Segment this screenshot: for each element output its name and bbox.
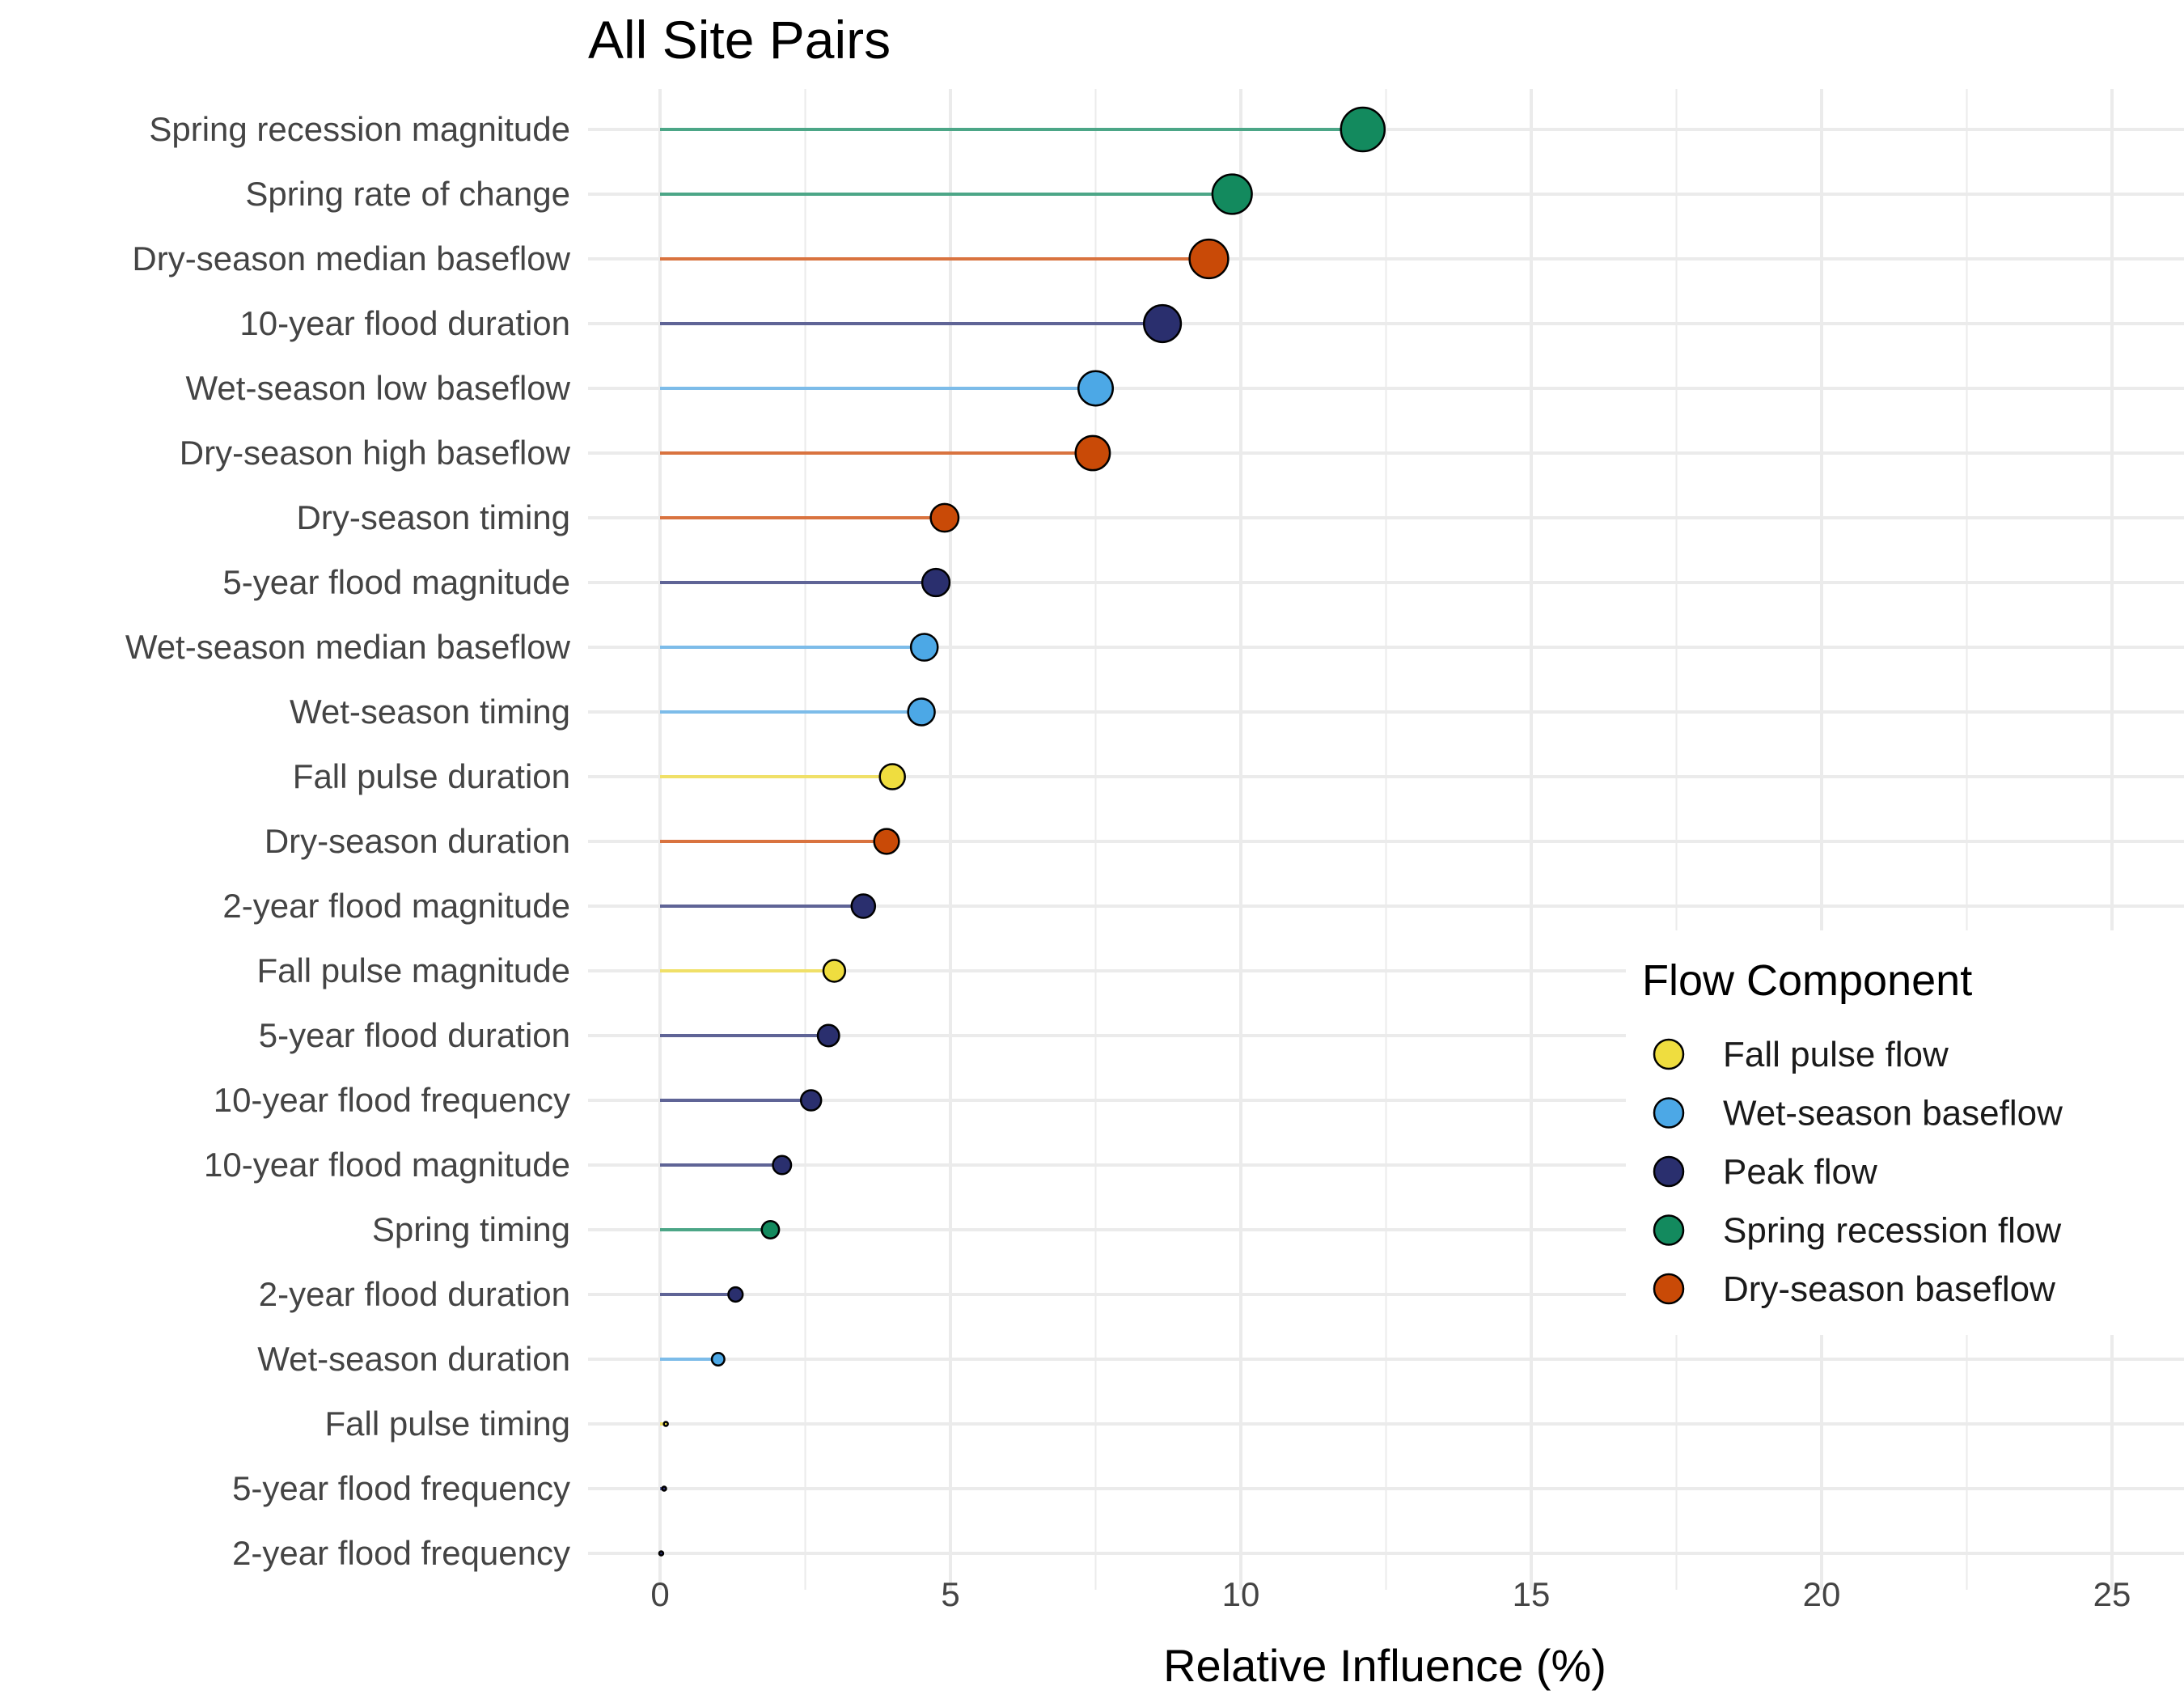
y-tick-label: Dry-season high baseflow	[180, 434, 571, 472]
y-tick-label: Fall pulse magnitude	[256, 951, 570, 989]
legend-label: Peak flow	[1723, 1152, 1877, 1192]
data-point	[760, 1220, 781, 1239]
y-tick-label: 10-year flood magnitude	[204, 1146, 570, 1184]
data-point	[878, 763, 906, 790]
data-point	[1077, 370, 1115, 407]
data-point	[929, 502, 960, 533]
stems	[660, 128, 1363, 1555]
x-tick-label: 20	[1803, 1575, 1841, 1613]
legend-label: Dry-season baseflow	[1723, 1269, 2055, 1309]
x-tick-label: 0	[650, 1575, 669, 1613]
legend-label: Wet-season baseflow	[1723, 1094, 2063, 1133]
y-tick-label: Dry-season timing	[297, 498, 570, 536]
x-tick-label: 15	[1513, 1575, 1551, 1613]
legend-key	[1653, 1273, 1685, 1305]
data-point	[662, 1421, 669, 1427]
x-tick-label: 5	[941, 1575, 959, 1613]
data-point	[850, 893, 877, 919]
y-axis-ticks: Spring recession magnitude Spring rate of…	[125, 110, 571, 1572]
y-tick-label: Wet-season duration	[257, 1340, 570, 1378]
y-tick-label: Dry-season median baseflow	[132, 239, 570, 278]
y-tick-label: 2-year flood magnitude	[222, 887, 570, 925]
data-point	[772, 1155, 793, 1176]
data-point	[661, 1485, 667, 1492]
x-tick-label: 25	[2093, 1575, 2131, 1613]
legend-key	[1653, 1155, 1685, 1188]
legend-key	[1653, 1038, 1685, 1070]
y-tick-label: 5-year flood duration	[259, 1016, 570, 1054]
data-point	[921, 567, 951, 598]
legend-label: Fall pulse flow	[1723, 1035, 1949, 1074]
y-tick-label: Fall pulse timing	[325, 1405, 570, 1443]
data-point	[1142, 303, 1183, 344]
legend-key	[1653, 1097, 1685, 1129]
y-tick-label: 2-year flood duration	[259, 1275, 570, 1313]
data-point	[907, 697, 936, 727]
legend-key	[1653, 1214, 1685, 1246]
y-tick-label: Spring recession magnitude	[149, 110, 570, 148]
x-tick-label: 10	[1222, 1575, 1260, 1613]
data-point	[1211, 173, 1253, 215]
data-point	[710, 1351, 726, 1367]
legend: Flow Component Fall pulse flow Wet-season…	[1626, 930, 2184, 1335]
y-tick-label: 10-year flood duration	[239, 304, 570, 342]
y-tick-label: 2-year flood frequency	[232, 1534, 570, 1572]
legend-title: Flow Component	[1642, 956, 1972, 1005]
data-point	[873, 828, 900, 855]
y-tick-label: 5-year flood magnitude	[222, 563, 570, 601]
data-point	[799, 1089, 823, 1112]
y-tick-label: Wet-season median baseflow	[125, 628, 571, 666]
y-tick-label: Wet-season timing	[290, 693, 570, 731]
legend-background	[1626, 930, 2184, 1335]
y-tick-label: Wet-season low baseflow	[186, 369, 571, 407]
data-point	[658, 1550, 665, 1557]
data-point	[816, 1023, 840, 1048]
data-point	[1074, 434, 1111, 472]
y-tick-label: 5-year flood frequency	[232, 1469, 570, 1507]
y-tick-label: Dry-season duration	[265, 822, 570, 860]
y-tick-label: 10-year flood frequency	[214, 1081, 570, 1119]
data-point	[1340, 106, 1386, 153]
data-point	[727, 1286, 744, 1303]
legend-label: Spring recession flow	[1723, 1211, 2061, 1251]
chart-title: All Site Pairs	[588, 10, 891, 70]
y-tick-label: Spring rate of change	[245, 175, 570, 213]
y-tick-label: Fall pulse duration	[293, 757, 570, 795]
points	[658, 106, 1386, 1557]
data-point	[909, 633, 939, 662]
data-point	[1188, 238, 1230, 280]
data-point	[822, 959, 847, 983]
x-axis-ticks: 0 5 10 15 20 25	[650, 1575, 2131, 1613]
legend-items: Fall pulse flow Wet-season baseflow Peak f…	[1653, 1035, 2063, 1309]
x-axis-label: Relative Influence (%)	[1163, 1640, 1606, 1691]
y-tick-label: Spring timing	[372, 1210, 570, 1248]
